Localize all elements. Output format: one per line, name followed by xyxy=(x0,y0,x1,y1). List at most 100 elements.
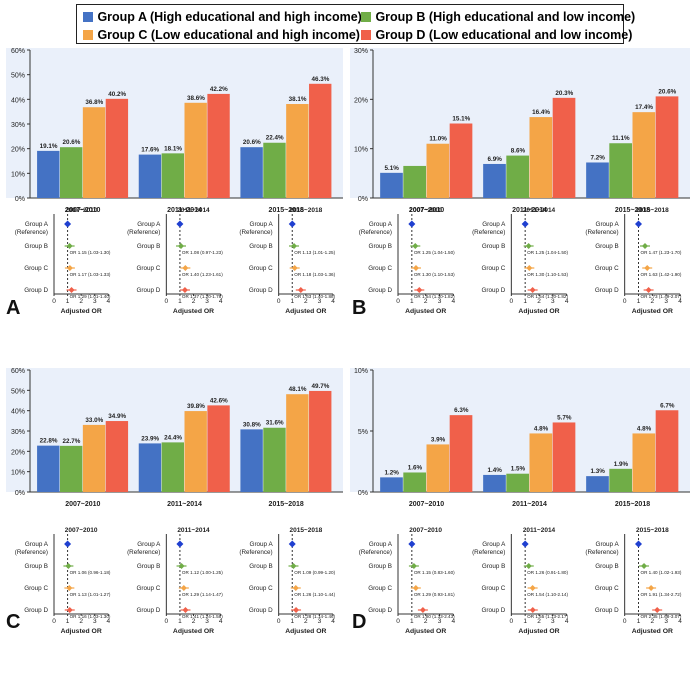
forest-reference-label: (Reference) xyxy=(472,549,505,556)
panel-b-bar-group-c xyxy=(632,112,656,198)
forest-tick-label: 3 xyxy=(551,618,555,625)
panel-a-bar-group-d xyxy=(309,83,332,198)
panel-b-y-tick-label: 0% xyxy=(358,196,368,203)
panel-a-bar-label: 20.6% xyxy=(243,139,261,146)
forest-tick-label: 0 xyxy=(623,298,627,305)
panel-d-y-tick-label: 0% xyxy=(358,490,368,497)
forest-row-label: Group B xyxy=(25,563,48,570)
panel-a-category-label: 2015~2018 xyxy=(269,207,304,214)
forest-row-label: Group B xyxy=(369,243,392,250)
panel-d-bar-label: 5.7% xyxy=(557,414,572,421)
forest-row-label: Group B xyxy=(25,243,48,250)
forest-reference-label: (Reference) xyxy=(239,229,272,236)
forest-tick-label: 3 xyxy=(664,298,668,305)
forest-or-label: OR 1.29 (1.14-1.47) xyxy=(182,592,223,597)
panel-a-forest-2: 2015~2018 0 1 2 3 4 Adjusted OR Group A(Referen… xyxy=(239,207,335,315)
forest-tick-label: 1 xyxy=(637,618,641,625)
panel-d-bar-group-b xyxy=(506,473,529,492)
panel-d-bar-group-d xyxy=(552,422,576,492)
forest-tick-label: 2 xyxy=(192,298,196,305)
forest-point-group-d xyxy=(297,287,304,293)
panel-d-bar-group-b xyxy=(403,472,426,492)
forest-row-label: Group C xyxy=(368,585,392,592)
forest-row-label: Group C xyxy=(595,265,619,272)
panel-c-bar-group-d xyxy=(309,390,332,492)
forest-or-label: OR 1.26 (1.10-1.44) xyxy=(294,592,335,597)
forest-or-label: OR 1.12 (1.00-1.25) xyxy=(182,570,223,575)
panel-b-bar-group-d xyxy=(552,97,576,198)
forest-reference-label: (Reference) xyxy=(15,229,48,236)
forest-title: 2011~2014 xyxy=(523,207,556,214)
panel-b-bar-group-a xyxy=(380,172,403,198)
forest-tick-label: 3 xyxy=(551,298,555,305)
forest-point-group-a xyxy=(635,220,642,228)
forest-tick-label: 4 xyxy=(107,618,111,625)
panel-c-bar-group-c xyxy=(82,424,106,492)
forest-row-label: Group B xyxy=(249,563,272,570)
panel-b-bar-label: 20.3% xyxy=(555,90,573,97)
panel-d-bar-label: 3.9% xyxy=(431,436,446,443)
panel-b-y-tick-label: 10% xyxy=(354,147,368,154)
forest-row-label: Group B xyxy=(137,563,160,570)
panel-b-category-label: 2011~2014 xyxy=(512,207,547,214)
legend-label-group-a: Group A (High educational and high incom… xyxy=(97,10,362,24)
forest-x-label: Adjusted OR xyxy=(173,308,214,315)
panel-a-bar-group-c xyxy=(82,107,106,198)
forest-row-label: Group D xyxy=(137,287,161,294)
forest-tick-label: 0 xyxy=(396,618,400,625)
panel-d-bar-group-d xyxy=(655,410,679,492)
forest-row-label: Group D xyxy=(595,287,619,294)
forest-or-label: OR 1.91 (1.34-2.72) xyxy=(641,592,682,597)
panel-b-bar-group-d xyxy=(449,123,473,198)
forest-point-group-d xyxy=(66,607,73,613)
panel-b-bar-label: 15.1% xyxy=(452,116,470,123)
panel-c-y-tick-label: 0% xyxy=(15,490,25,497)
forest-or-label: OR 1.26 (0.91-1.80) xyxy=(527,570,568,575)
forest-point-group-c xyxy=(66,265,73,271)
forest-tick-label: 1 xyxy=(66,618,70,625)
panel-a-bar-group-d xyxy=(105,98,129,198)
panel-c-y-tick-label: 50% xyxy=(11,388,25,395)
panel-d-bar-group-b xyxy=(609,468,632,492)
forest-tick-label: 0 xyxy=(510,618,514,625)
forest-point-group-b xyxy=(65,563,72,569)
panel-a-letter: A xyxy=(6,297,20,319)
forest-title: 2007~2010 xyxy=(65,527,98,534)
forest-tick-label: 2 xyxy=(537,298,541,305)
forest-tick-label: 1 xyxy=(66,298,70,305)
forest-or-label: OR 1.15 (0.83-1.60) xyxy=(414,570,455,575)
forest-point-group-a xyxy=(64,540,72,548)
forest-or-label: OR 1.16 (1.03-1.30) xyxy=(70,614,111,619)
forest-point-group-c xyxy=(644,265,651,271)
panel-a-category-label: 2007~2010 xyxy=(65,207,100,214)
forest-reference-label: (Reference) xyxy=(472,229,505,236)
panel-c-bar-group-b xyxy=(161,442,184,492)
legend-swatch-group-b xyxy=(361,12,371,22)
forest-tick-label: 2 xyxy=(424,298,428,305)
panel-c-bar-label: 33.0% xyxy=(85,417,103,424)
forest-tick-label: 2 xyxy=(651,298,655,305)
panel-d-bar-label: 1.2% xyxy=(385,469,400,476)
panel-d-bar-group-c xyxy=(426,444,450,492)
panel-d-forest-0: 2007~2010 0 1 2 3 4 Adjusted OR Group A(Referen… xyxy=(359,527,456,635)
forest-row-label: Group D xyxy=(249,287,273,294)
forest-reference-label: (Reference) xyxy=(359,549,392,556)
forest-point-group-b xyxy=(66,243,73,249)
panel-c-bar-group-d xyxy=(105,421,129,492)
forest-tick-label: 2 xyxy=(304,618,308,625)
forest-or-label: OR 1.63 (1.42-1.90) xyxy=(641,272,682,277)
forest-row-label: Group A xyxy=(25,221,49,228)
forest-x-label: Adjusted OR xyxy=(285,628,326,635)
forest-row-label: Group A xyxy=(250,221,274,228)
panel-a-bar-label: 36.8% xyxy=(85,99,103,106)
forest-row-label: Group B xyxy=(369,563,392,570)
panel-c-bar-label: 31.6% xyxy=(266,420,284,427)
forest-tick-label: 4 xyxy=(452,298,456,305)
panel-a-y-tick-label: 60% xyxy=(11,48,25,55)
panel-d-bar-label: 4.8% xyxy=(637,425,652,432)
forest-point-group-c xyxy=(66,585,73,591)
forest-row-label: Group D xyxy=(482,607,506,614)
forest-row-label: Group B xyxy=(137,243,160,250)
forest-or-label: OR 1.15 (1.03-1.30) xyxy=(70,250,111,255)
panel-a-bar-group-b xyxy=(263,142,286,198)
